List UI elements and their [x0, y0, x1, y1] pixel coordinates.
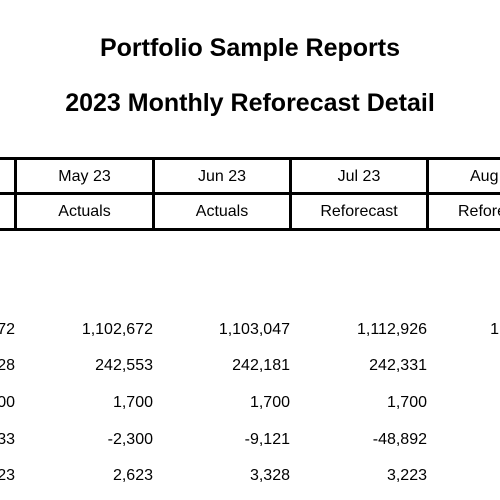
table-cell: 1,700: [249, 394, 290, 411]
column-divider: [14, 157, 17, 231]
column-header-month: Jul 23: [337, 168, 381, 185]
column-header-month: May 23: [58, 168, 111, 185]
table-cell: 3,328: [249, 467, 290, 484]
table-cell: -48,892: [372, 431, 427, 448]
table-header-bottom-border: [0, 228, 500, 231]
table-cell: 28: [0, 357, 15, 374]
column-header-type: Reforecast: [320, 203, 398, 220]
report-subtitle: 2023 Monthly Reforecast Detail: [65, 89, 435, 117]
report-title: Portfolio Sample Reports: [99, 34, 401, 62]
table-cell: 242,181: [232, 357, 290, 374]
column-divider: [426, 157, 429, 231]
table-cell: 1,103,047: [218, 321, 290, 338]
table-cell: 242,553: [95, 357, 153, 374]
table-header-divider: [0, 192, 500, 195]
table-cell: 72: [0, 321, 15, 338]
table-cell: 00: [0, 394, 15, 411]
table-cell: 242,331: [369, 357, 427, 374]
table-cell: 2,623: [112, 467, 153, 484]
table-cell: 3,223: [386, 467, 427, 484]
table-cell: 1,700: [386, 394, 427, 411]
table-cell: 1,700: [112, 394, 153, 411]
table-cell: 23: [0, 467, 15, 484]
table-cell: 1,112,926: [357, 321, 427, 338]
column-divider: [152, 157, 155, 231]
column-header-type: Actuals: [195, 203, 249, 220]
table-cell: 1: [490, 321, 499, 338]
column-header-month: Aug: [470, 168, 499, 185]
column-header-type: Actuals: [58, 203, 111, 220]
table-cell: 1,102,672: [81, 321, 153, 338]
column-header-type: Refore: [458, 203, 500, 220]
table-cell: -9,121: [244, 431, 290, 448]
column-header-month: Jun 23: [197, 168, 247, 185]
table-cell: 33: [0, 431, 15, 448]
table-cell: -2,300: [107, 431, 153, 448]
table-top-border: [0, 157, 500, 160]
column-divider: [289, 157, 292, 231]
